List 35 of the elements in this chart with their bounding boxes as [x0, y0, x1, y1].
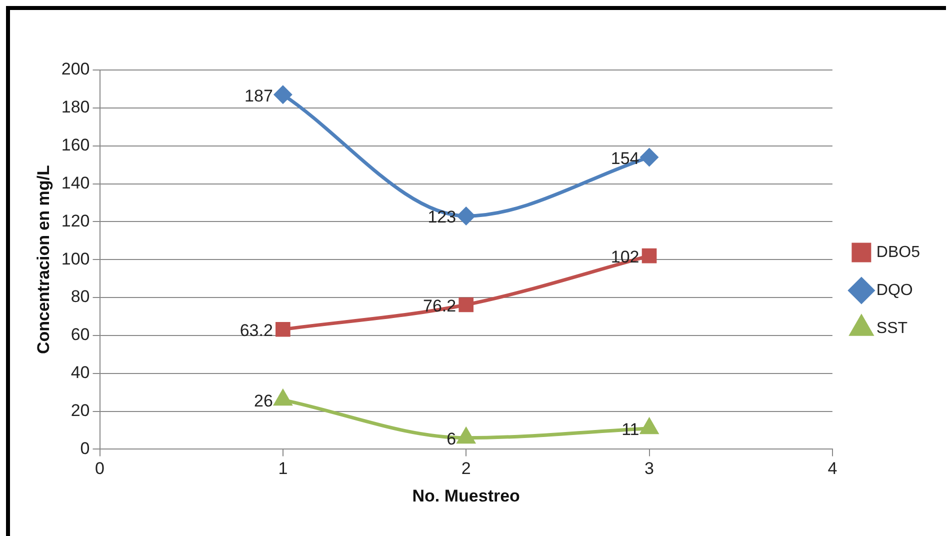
x-tick-label: 1	[278, 459, 288, 478]
y-tick-label: 60	[70, 325, 90, 344]
data-label: 154	[610, 148, 640, 168]
y-tick-label: 200	[61, 60, 90, 79]
point	[640, 148, 658, 166]
data-label: 187	[244, 86, 273, 106]
point	[274, 86, 292, 104]
point	[457, 428, 475, 444]
legend-label: DBO5	[876, 244, 920, 261]
y-tick-label: 140	[61, 173, 90, 192]
x-tick-label: 2	[461, 459, 471, 478]
y-tick-label: 180	[61, 98, 90, 117]
y-tick-label: 20	[70, 400, 90, 420]
data-label: 26	[254, 392, 273, 411]
x-axis-title: No. Muestreo	[412, 486, 520, 506]
x-tick-label: 3	[644, 459, 654, 478]
point	[274, 390, 292, 406]
x-tick-label: 0	[95, 459, 104, 478]
y-tick-label: 40	[70, 363, 90, 382]
legend-label: DQO	[876, 282, 913, 299]
point	[458, 297, 474, 312]
y-tick-label: 160	[61, 136, 90, 155]
point	[642, 248, 657, 264]
y-tick-label: 100	[61, 249, 90, 268]
y-tick-label: 80	[70, 287, 90, 306]
point	[640, 418, 658, 434]
data-label: 123	[428, 208, 456, 227]
x-tick-label: 4	[828, 459, 838, 478]
point	[276, 322, 290, 337]
y-axis-title: Concentracion en mg/L	[34, 165, 53, 354]
y-tick-label: 0	[80, 438, 90, 458]
data-label: 63.2	[240, 321, 273, 340]
point	[457, 207, 475, 225]
legend-label: SST	[876, 320, 908, 337]
y-tick-label: 120	[61, 211, 90, 230]
